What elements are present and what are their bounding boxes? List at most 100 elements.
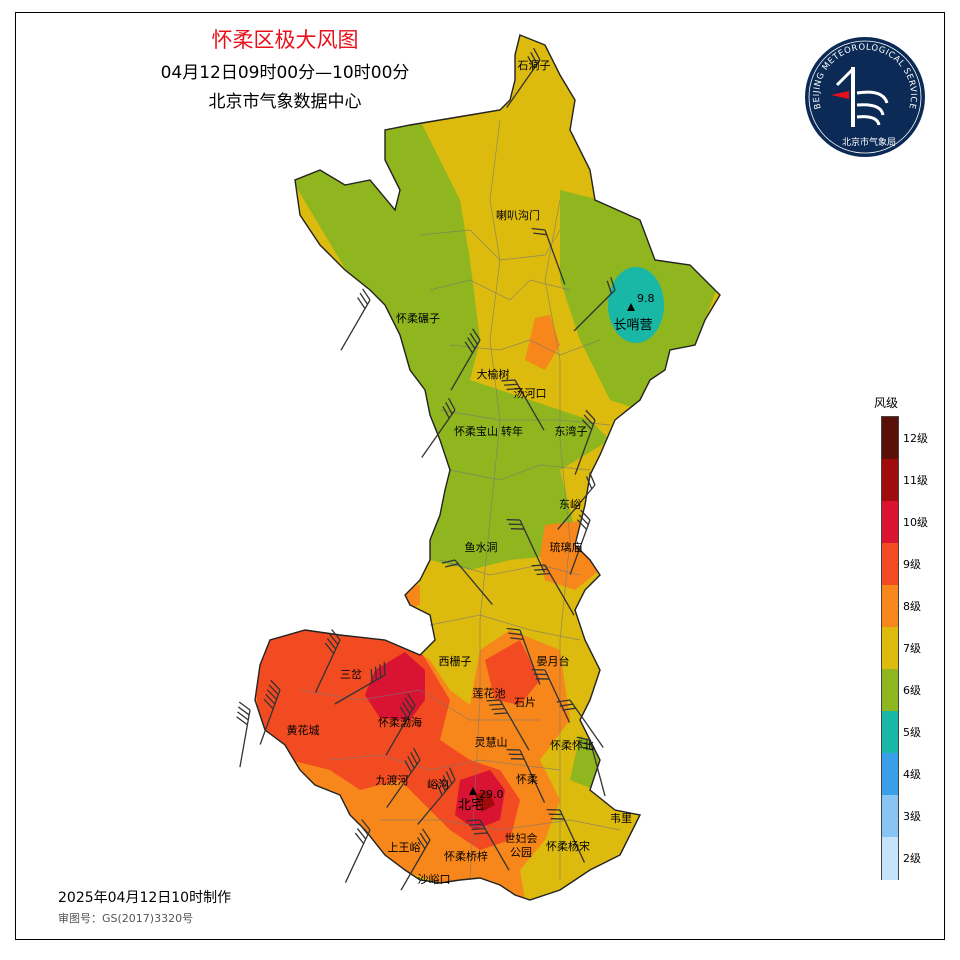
place-label: 怀柔 (516, 773, 538, 786)
data-source: 北京市气象数据中心 (208, 92, 362, 112)
wind-barb-icon (569, 509, 591, 575)
legend-swatch (882, 669, 898, 712)
place-label: 转年 (501, 424, 523, 438)
legend-title: 风级 (874, 396, 899, 410)
place-label: 鱼水洞 (465, 540, 498, 554)
wind-barb-icon (344, 819, 371, 883)
wind-barb-icon (334, 661, 386, 705)
legend-swatch (882, 501, 898, 544)
approval-number: 审图号：GS(2017)3320号 (58, 912, 194, 925)
legend-swatch (882, 753, 898, 796)
wind-barbs (236, 47, 616, 891)
place-label: 上王峪 (388, 841, 421, 854)
place-label: 莲花池 (473, 687, 506, 700)
wind-barb-icon (531, 227, 566, 285)
place-label: 怀柔碾子 (396, 312, 440, 325)
wind-barb-icon (576, 736, 606, 797)
wind-barb-icon (441, 559, 493, 605)
district-outline (254, 34, 721, 901)
legend-label: 11级 (903, 474, 928, 487)
place-label: 长哨营 (613, 318, 652, 333)
wind-barb-icon (574, 409, 596, 475)
place-label: 怀柔桥梓 (444, 849, 488, 863)
place-label: 世妇会 (505, 832, 538, 845)
place-label: 琉璃庙 (550, 540, 583, 554)
place-label: 喇叭沟门 (496, 208, 540, 222)
wind-barb-icon (385, 693, 416, 756)
legend-swatch (882, 627, 898, 670)
wind-barb-icon (259, 679, 281, 745)
wind-barb-icon (400, 828, 431, 891)
wind-barb-icon (466, 819, 510, 871)
legend-label: 6级 (903, 684, 921, 697)
wind-barb-icon (417, 767, 456, 825)
legend-swatch (882, 795, 898, 838)
wind-barb-icon (421, 397, 456, 458)
wind-barb-icon (531, 564, 575, 616)
wind-barb-icon (386, 747, 421, 808)
place-label: 三岔 (340, 668, 362, 681)
wind-barb-icon (501, 379, 545, 431)
wind-barb-icon (506, 748, 546, 803)
place-label: 石片 (514, 696, 536, 709)
legend-swatch (882, 417, 898, 460)
place-labels: 石洞子 喇叭沟门 怀柔碾子 长哨营 大榆树 汤河口 怀柔宝山 转年 东湾子 东峪… (287, 59, 653, 886)
wind-barb-icon (506, 627, 541, 685)
place-label: 怀柔杨宋 (546, 839, 590, 853)
place-label: 公园 (510, 846, 532, 859)
value-label-changshaoying: 9.8 (637, 292, 655, 305)
legend-label: 9级 (903, 558, 921, 571)
place-label: 灵慧山 (475, 735, 508, 749)
township-boundaries (299, 119, 621, 881)
wind-barb-icon (450, 328, 481, 391)
wind-barb-icon (486, 699, 530, 751)
place-label: 九渡河 (376, 773, 409, 787)
legend-label: 4级 (903, 768, 921, 781)
wind-barb-icon (506, 518, 546, 573)
legend-swatch (882, 837, 898, 880)
logo-circle (805, 37, 925, 157)
legend-color-bar (881, 416, 899, 880)
legend-label: 3级 (903, 810, 921, 823)
wind-barb-icon (340, 288, 371, 351)
production-time: 2025年04月12日10时制作 (58, 890, 232, 906)
legend-label: 5级 (903, 726, 921, 739)
place-label: 黄花城 (287, 723, 320, 737)
place-label: 沙峪口 (418, 873, 451, 886)
legend-swatch (882, 585, 898, 628)
wind-barb-icon (531, 668, 571, 723)
legend-swatch (882, 543, 898, 586)
station-marker-icon (469, 787, 477, 795)
wind-barb-icon (557, 472, 596, 530)
legend-label: 2级 (903, 852, 921, 865)
wind-barb-icon (236, 701, 251, 768)
station-marker-icon (627, 303, 635, 311)
legend-label: 8级 (903, 600, 921, 613)
place-label: 汤河口 (514, 386, 547, 400)
legend-swatch (882, 711, 898, 754)
legend-label: 10级 (903, 516, 928, 529)
place-label: 东峪 (559, 498, 581, 511)
map-title: 怀柔区极大风图 (211, 28, 359, 52)
bms-logo: BEIJING METEOROLOGICAL SERVICE 北京市气象局 (805, 37, 925, 157)
value-label-beizhai: 29.0 (479, 788, 504, 801)
place-label: 东湾子 (555, 424, 588, 438)
max-value-markers: 9.8 29.0 (469, 292, 655, 801)
wind-barb-icon (546, 808, 586, 863)
wind-barb-icon (573, 277, 616, 332)
logo-caption: 北京市气象局 (842, 136, 896, 148)
place-label: 怀柔渤海 (378, 715, 422, 729)
place-label: 西栅子 (439, 654, 472, 668)
map-frame (15, 12, 945, 940)
place-label: 怀柔怀北 (550, 739, 594, 752)
place-label: 北宅 (458, 798, 484, 813)
place-label: 怀柔宝山 (454, 424, 498, 438)
place-label: 晏月台 (537, 654, 570, 668)
legend-label: 7级 (903, 642, 921, 655)
place-label: 石洞子 (518, 59, 551, 72)
place-label: 韦里 (610, 812, 632, 825)
legend-label: 12级 (903, 432, 928, 445)
wind-barb-icon (314, 629, 341, 693)
